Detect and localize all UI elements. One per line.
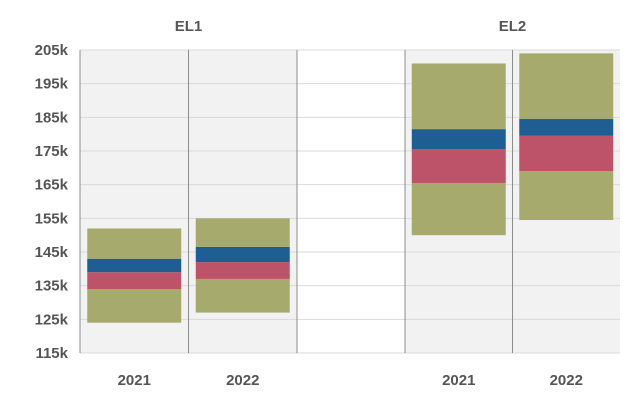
bar-el2-2021-seg-0 (411, 182, 506, 236)
y-tick-label-9: 205k (35, 42, 69, 59)
bar-el1-2021-seg-3 (87, 228, 182, 259)
x-tick-label-el1-2022: 2022 (226, 372, 259, 389)
bar-el2-2022-seg-2 (519, 119, 614, 136)
y-axis: 115k 125k 135k 145k 155k 165k 175k 185k 195k 205k (35, 42, 69, 362)
y-tick-label-0: 115k (35, 345, 68, 362)
group-label-el1: EL1 (175, 18, 203, 35)
y-tick-label-4: 155k (35, 210, 69, 227)
x-axis: 2021 2022 2021 2022 (118, 372, 583, 389)
x-tick-label-el2-2021: 2021 (442, 372, 475, 389)
x-tick-label-el2-2022: 2022 (550, 372, 583, 389)
y-tick-label-5: 165k (35, 177, 69, 194)
group-labels: EL1 EL2 (175, 18, 527, 35)
panel-dividers (79, 50, 513, 353)
y-tick-label-7: 185k (35, 109, 69, 126)
y-tick-label-3: 145k (35, 244, 69, 261)
bar-el2-2022-seg-3 (519, 53, 614, 120)
group-label-el2: EL2 (499, 18, 527, 35)
bar-el2-2021-seg-2 (411, 129, 506, 150)
bars (87, 53, 614, 323)
bar-el1-2021-seg-2 (87, 258, 182, 273)
y-tick-label-6: 175k (35, 143, 69, 160)
bar-el2-2022-seg-1 (519, 135, 614, 172)
bar-el1-2022-seg-3 (195, 218, 290, 247)
bar-el2-2021-seg-3 (411, 63, 506, 130)
bar-el2-2022-seg-0 (519, 171, 614, 221)
y-tick-label-2: 135k (35, 278, 69, 295)
y-tick-label-1: 125k (35, 311, 69, 328)
bar-el1-2022-seg-1 (195, 262, 290, 279)
bar-el1-2021-seg-1 (87, 272, 182, 290)
bar-el1-2022-seg-0 (195, 278, 290, 313)
bar-el1-2021-seg-0 (87, 289, 182, 323)
x-tick-label-el1-2021: 2021 (118, 372, 151, 389)
bar-el1-2022-seg-2 (195, 246, 290, 263)
y-tick-label-8: 195k (35, 76, 69, 93)
panel-bg-1 (297, 50, 405, 353)
bar-el2-2021-seg-1 (411, 149, 506, 183)
